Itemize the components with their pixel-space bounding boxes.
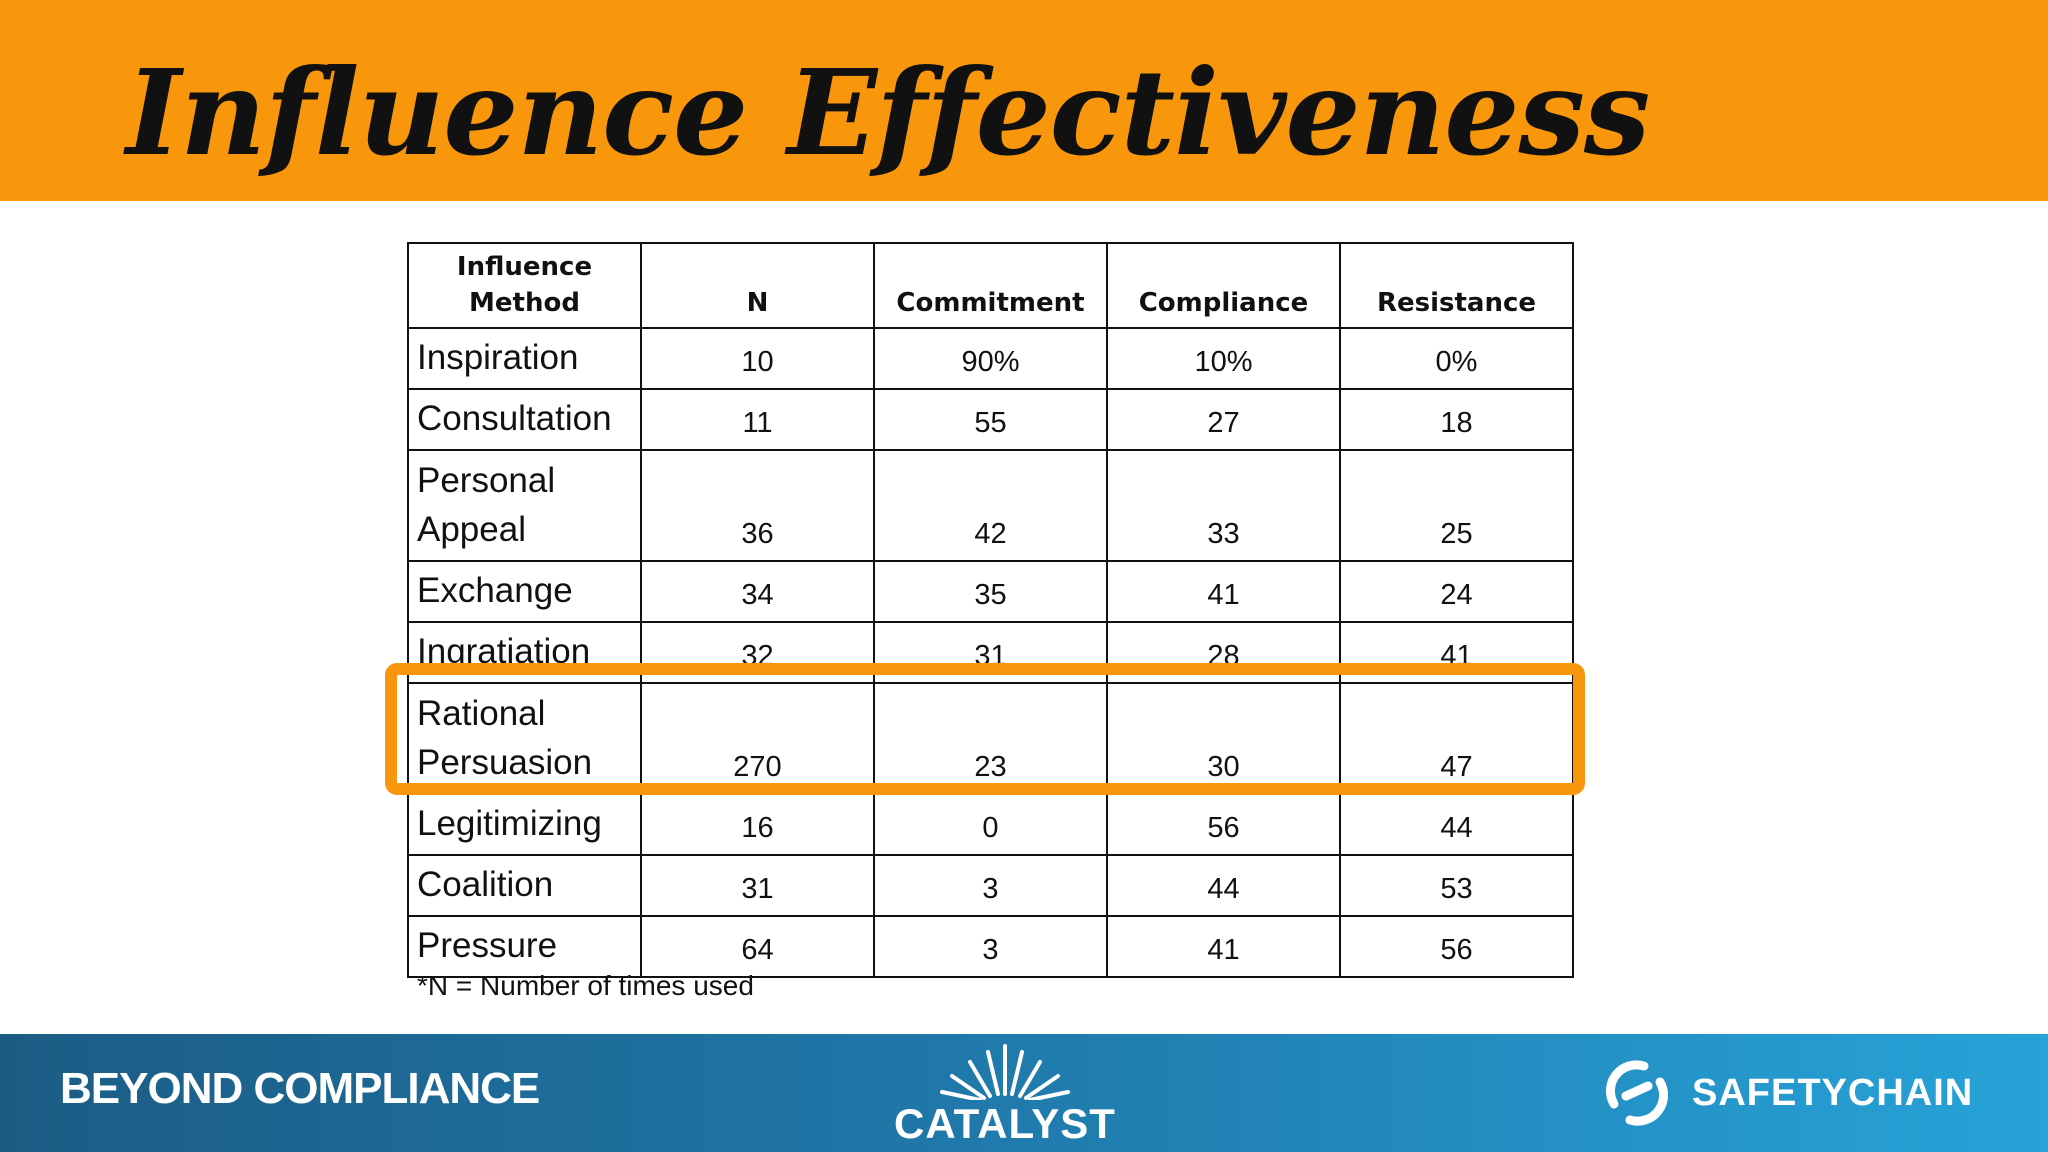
table-row: Consultation 11 55 27 18	[407, 388, 1574, 451]
cell-resistance: 56	[1339, 915, 1574, 978]
header-band: Influence Effectiveness	[0, 0, 2048, 201]
cell-resistance: 0%	[1339, 327, 1574, 390]
influence-table: Influence Method N Commitment Compliance…	[407, 242, 1574, 978]
cell-resistance: 24	[1339, 560, 1574, 623]
cell-method: Ingratiation	[407, 621, 642, 684]
cell-compliance: 10%	[1106, 327, 1341, 390]
cell-resistance: 18	[1339, 388, 1574, 451]
cell-resistance: 53	[1339, 854, 1574, 917]
cell-n: 16	[640, 793, 875, 856]
header-method: Influence Method	[407, 242, 642, 329]
cell-commitment: 35	[873, 560, 1108, 623]
cell-method: Consultation	[407, 388, 642, 451]
cell-method: Exchange	[407, 560, 642, 623]
cell-compliance: 33	[1106, 449, 1341, 562]
cell-method: Rational Persuasion	[407, 682, 642, 795]
cell-resistance: 47	[1339, 682, 1574, 795]
cell-resistance: 25	[1339, 449, 1574, 562]
cell-compliance: 44	[1106, 854, 1341, 917]
cell-n: 10	[640, 327, 875, 390]
cell-compliance: 27	[1106, 388, 1341, 451]
cell-compliance: 41	[1106, 915, 1341, 978]
chain-link-icon	[1605, 1060, 1669, 1126]
cell-n: 64	[640, 915, 875, 978]
table-container: Influence Method N Commitment Compliance…	[407, 242, 1574, 978]
table-row: Pressure 64 3 41 56	[407, 915, 1574, 978]
cell-commitment: 42	[873, 449, 1108, 562]
cell-commitment: 90%	[873, 327, 1108, 390]
cell-method: Coalition	[407, 854, 642, 917]
cell-compliance: 56	[1106, 793, 1341, 856]
cell-commitment: 31	[873, 621, 1108, 684]
cell-n: 31	[640, 854, 875, 917]
cell-method: Pressure	[407, 915, 642, 978]
cell-method: Inspiration	[407, 327, 642, 390]
table-row-highlighted: Rational Persuasion 270 23 30 47	[407, 682, 1574, 795]
safetychain-wordmark: SAFETYCHAIN	[1692, 1071, 1974, 1114]
cell-n: 36	[640, 449, 875, 562]
cell-n: 32	[640, 621, 875, 684]
cell-compliance: 28	[1106, 621, 1341, 684]
cell-resistance: 44	[1339, 793, 1574, 856]
table-header-row: Influence Method N Commitment Compliance…	[407, 242, 1574, 329]
table-row: Inspiration 10 90% 10% 0%	[407, 327, 1574, 390]
cell-commitment: 55	[873, 388, 1108, 451]
cell-commitment: 3	[873, 915, 1108, 978]
header-n: N	[640, 242, 875, 329]
footer-band: BEYOND COMPLIANCE CATALYST	[0, 1034, 2048, 1152]
catalyst-logo: CATALYST	[890, 1042, 1120, 1152]
header-commitment: Commitment	[873, 242, 1108, 329]
cell-method: Legitimizing	[407, 793, 642, 856]
header-resistance: Resistance	[1339, 242, 1574, 329]
catalyst-wordmark: CATALYST	[894, 1100, 1116, 1147]
table-row: Exchange 34 35 41 24	[407, 560, 1574, 623]
table-row: Ingratiation 32 31 28 41	[407, 621, 1574, 684]
safetychain-logo: SAFETYCHAIN	[1600, 1056, 1973, 1130]
cell-commitment: 3	[873, 854, 1108, 917]
header-compliance: Compliance	[1106, 242, 1341, 329]
cell-method: Personal Appeal	[407, 449, 642, 562]
cell-n: 34	[640, 560, 875, 623]
cell-resistance: 41	[1339, 621, 1574, 684]
cell-n: 11	[640, 388, 875, 451]
cell-compliance: 41	[1106, 560, 1341, 623]
table-row: Coalition 31 3 44 53	[407, 854, 1574, 917]
table-row: Personal Appeal 36 42 33 25	[407, 449, 1574, 562]
cell-commitment: 23	[873, 682, 1108, 795]
table-footnote: *N = Number of times used	[417, 970, 754, 1001]
slide-title: Influence Effectiveness	[126, 43, 1650, 182]
starburst-icon	[940, 1044, 1070, 1100]
cell-n: 270	[640, 682, 875, 795]
cell-commitment: 0	[873, 793, 1108, 856]
footer-brand-text: BEYOND COMPLIANCE	[60, 1064, 540, 1113]
cell-compliance: 30	[1106, 682, 1341, 795]
table-row: Legitimizing 16 0 56 44	[407, 793, 1574, 856]
